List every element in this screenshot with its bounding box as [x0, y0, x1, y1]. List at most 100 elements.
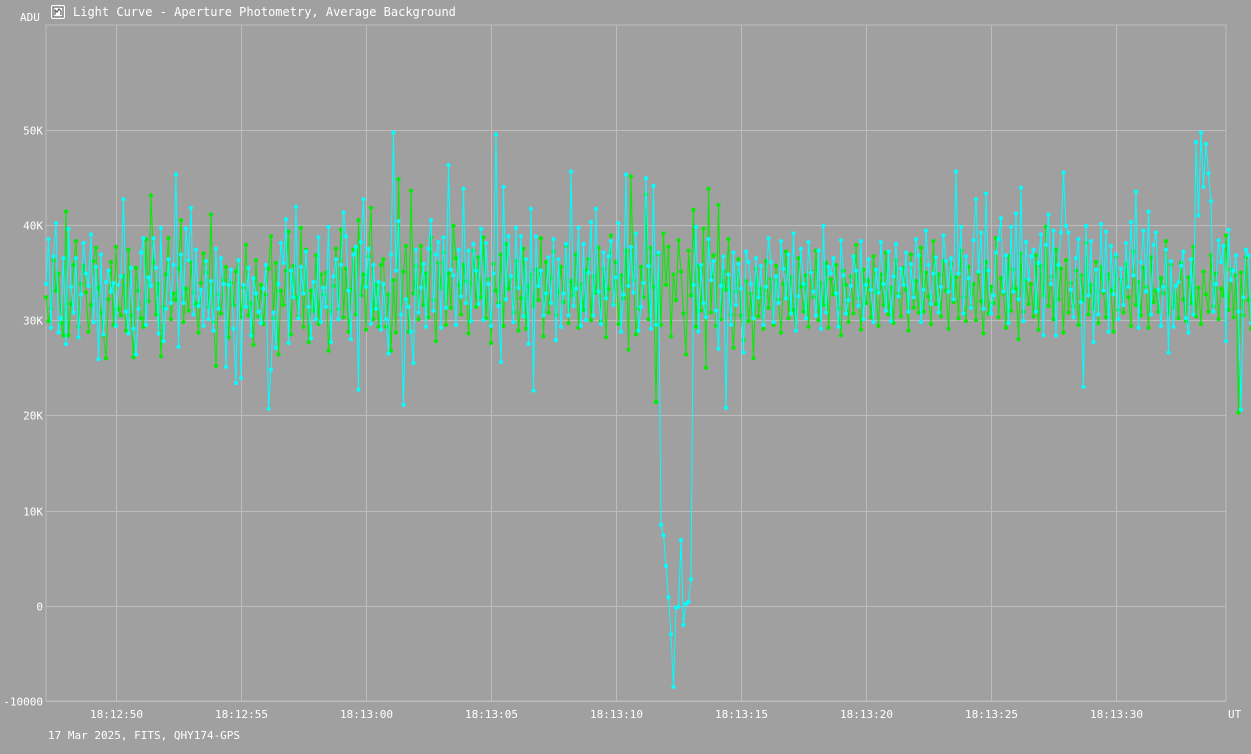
data-point [366, 246, 371, 251]
data-point [208, 212, 214, 217]
data-point [223, 364, 229, 369]
data-point [208, 279, 214, 284]
data-point [1058, 266, 1064, 271]
data-point [1096, 312, 1101, 317]
data-point [266, 266, 271, 271]
data-point [761, 322, 766, 328]
data-point [826, 264, 831, 269]
data-point [868, 315, 874, 320]
data-point [493, 288, 499, 293]
data-point [113, 323, 119, 328]
series-0 [43, 130, 1251, 689]
data-point [296, 316, 301, 321]
y-tick-label: 30K [23, 315, 43, 328]
data-point [1096, 320, 1101, 326]
data-point [706, 186, 711, 191]
data-point [1028, 281, 1034, 287]
data-point [378, 262, 384, 268]
data-point [1093, 259, 1099, 265]
data-point [1018, 185, 1024, 190]
data-point [758, 263, 764, 268]
data-point [496, 303, 501, 308]
data-point [1226, 227, 1231, 232]
data-point [803, 316, 809, 321]
data-point [171, 262, 176, 268]
data-point [163, 306, 169, 311]
data-point [421, 261, 426, 267]
data-point [1098, 221, 1104, 227]
data-point [283, 217, 289, 222]
data-point [243, 242, 249, 248]
data-point [871, 319, 876, 325]
data-point [133, 352, 139, 357]
data-point [461, 186, 466, 191]
data-point [1161, 284, 1166, 289]
data-point [1118, 266, 1124, 271]
data-point [778, 239, 784, 244]
data-point [561, 291, 566, 296]
data-point [1188, 257, 1194, 262]
data-point [96, 285, 101, 290]
data-point [931, 271, 936, 276]
data-point [308, 288, 314, 293]
data-point [76, 335, 81, 340]
data-point [276, 281, 281, 287]
data-point [833, 291, 839, 296]
data-point [58, 316, 64, 321]
data-point [293, 204, 299, 209]
data-point [256, 309, 261, 314]
data-point [43, 295, 49, 300]
data-point [188, 205, 194, 210]
data-point [706, 237, 711, 242]
data-point [398, 312, 404, 317]
data-point [936, 310, 941, 315]
data-point [1068, 287, 1074, 292]
data-point [578, 323, 584, 328]
data-point [816, 248, 821, 253]
data-point [306, 339, 311, 345]
data-point [291, 263, 296, 268]
data-point [271, 310, 276, 315]
y-tick-label: 10K [23, 506, 43, 519]
data-point [756, 314, 761, 319]
data-point [1153, 230, 1159, 235]
data-point [1171, 324, 1176, 329]
data-point [453, 322, 459, 328]
data-point [671, 684, 676, 689]
data-point [708, 278, 714, 283]
data-point [73, 256, 79, 261]
data-point [711, 253, 716, 258]
data-point [153, 265, 159, 270]
data-point [938, 284, 944, 289]
data-point [353, 244, 359, 249]
data-point [423, 324, 429, 329]
data-point [488, 323, 494, 328]
data-point [1131, 273, 1136, 278]
data-point [48, 325, 54, 330]
data-point [358, 239, 364, 245]
data-point [1158, 323, 1164, 328]
data-point [66, 226, 71, 231]
data-point [131, 326, 136, 331]
data-point [911, 305, 916, 310]
data-point [908, 252, 914, 257]
data-point [638, 264, 644, 269]
data-point [373, 306, 379, 311]
data-point [1236, 309, 1241, 314]
data-point [1063, 223, 1069, 228]
data-point [1028, 254, 1034, 259]
data-point [713, 308, 719, 313]
data-point [671, 272, 676, 277]
data-point [606, 286, 611, 291]
data-point [1211, 309, 1216, 314]
data-point [566, 320, 571, 326]
data-point [676, 604, 681, 609]
data-point [363, 327, 369, 332]
data-point [391, 278, 396, 283]
data-point [68, 301, 74, 307]
data-point [268, 367, 274, 372]
data-point [251, 276, 256, 281]
data-point [1088, 239, 1094, 244]
data-point [696, 329, 701, 334]
data-point [186, 258, 191, 263]
